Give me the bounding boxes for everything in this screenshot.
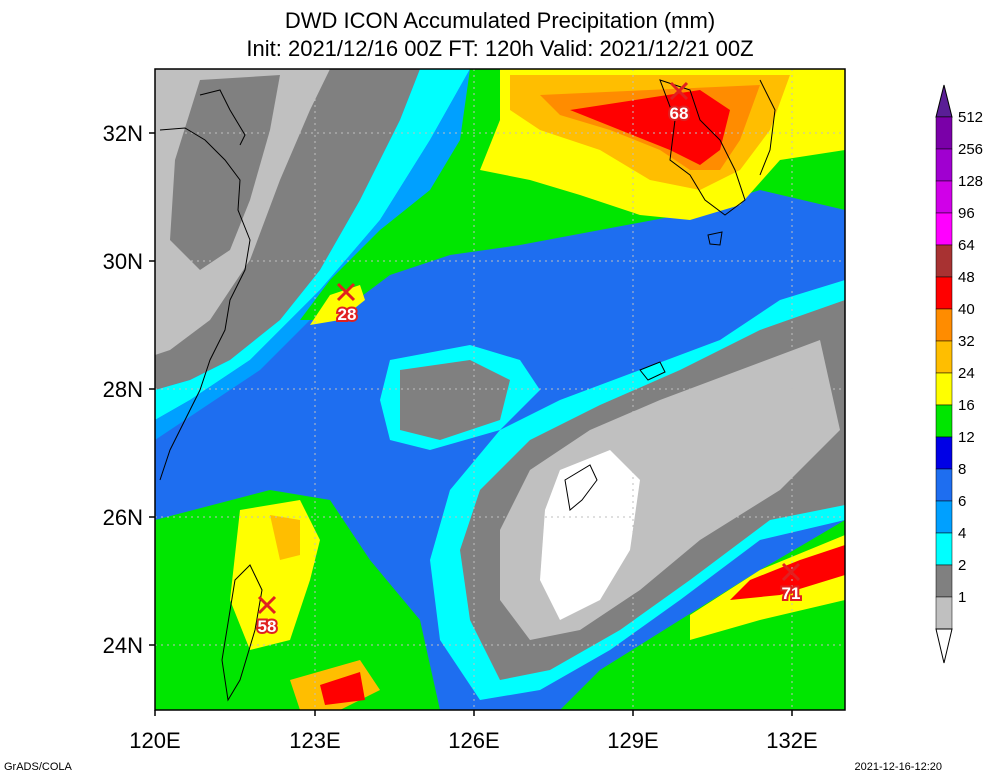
field-s-red [320,672,365,705]
shikoku-coast [759,79,776,176]
field-sw-orange [270,515,300,560]
colorbar-label: 24 [958,365,975,382]
max-value-label: 71 [782,584,801,603]
colorbar-swatch [935,564,953,598]
colorbar-swatch [935,500,953,534]
colorbar-label: 1 [958,589,966,606]
field-coast-lightblue [155,69,520,440]
colorbar-top-arrow [935,84,953,118]
china-coastline [159,127,251,481]
colorbar-label: 40 [958,301,975,318]
precip-field [155,69,845,710]
colorbar-swatch [935,340,953,374]
x-tick-label: 120E [129,728,180,753]
colorbar-label: 2 [958,557,966,574]
footer-software: GrADS/COLA [4,761,72,773]
y-tick-label: 26N [103,505,143,530]
map-subtitle: Init: 2021/12/16 00Z FT: 120h Valid: 202… [246,36,754,61]
colorbar-label: 256 [958,141,983,158]
max-marker-28: 28 [336,282,358,326]
x-tick-label: 126E [448,728,499,753]
max-value-label: 58 [258,617,277,636]
graticule [155,69,845,710]
field-sse-red [730,545,845,600]
field-ne-red [570,90,730,165]
max-value-label: 68 [670,104,689,123]
colorbar-swatch [935,436,953,470]
colorbar-swatch [935,468,953,502]
field-coast-cyan [155,69,470,420]
y-tick-label: 24N [103,633,143,658]
max-marker-71: 71 [780,562,802,605]
x-tick-label: 132E [766,728,817,753]
field-se-white [540,450,640,620]
colorbar-swatch [935,244,953,278]
colorbar-label: 512 [958,109,983,126]
yakushima-coast [707,231,723,246]
max-marker-58: 58 [256,595,278,638]
max-value-label: 28 [338,305,357,324]
max-markers: 28 68 58 71 [256,81,802,638]
x-tick-label: 123E [289,728,340,753]
colorbar-swatch [935,148,953,182]
colorbar-label: 8 [958,461,966,478]
y-tick-label: 28N [103,377,143,402]
yangtze-coast [199,89,246,146]
max-x-icon [336,282,356,302]
colorbar-swatch [935,180,953,214]
colorbar-swatch [935,308,953,342]
colorbar-label: 4 [958,525,966,542]
coastlines [159,79,776,702]
max-x-icon [781,562,801,582]
colorbar-swatch [935,212,953,246]
colorbar-bottom-arrow [935,628,953,664]
footer-timestamp: 2021-12-16-12:20 [854,761,942,773]
max-x-icon [257,595,277,615]
y-tick-label: 32N [103,121,143,146]
x-tick-label: 129E [607,728,658,753]
kyushu-coast [659,79,746,216]
y-tick-label: 30N [103,249,143,274]
colorbar-swatch [935,532,953,566]
field-bulge-yellow [310,285,365,325]
colorbar-swatch [935,116,953,150]
field-nw-grey2 [170,75,280,270]
field-mid-grey [400,360,510,440]
colorbar-label: 64 [958,237,975,254]
taiwan-coast [221,564,263,702]
tick-marks [149,132,793,716]
colorbar-swatch [935,276,953,310]
colorbar-swatch [935,596,953,630]
colorbar-swatch [935,372,953,406]
max-marker-68: 68 [668,81,690,125]
map-title: DWD ICON Accumulated Precipitation (mm) [284,8,716,33]
colorbar-label: 128 [958,173,983,190]
colorbar-swatch [935,404,953,438]
colorbar-label: 6 [958,493,966,510]
max-x-icon [669,81,689,101]
colorbar-label: 16 [958,397,975,414]
amami-coast [639,361,666,381]
colorbar-label: 12 [958,429,975,446]
colorbar-label: 32 [958,333,975,350]
colorbar-label: 96 [958,205,975,222]
colorbar-label: 48 [958,269,975,286]
okinawa-coast [564,464,598,511]
